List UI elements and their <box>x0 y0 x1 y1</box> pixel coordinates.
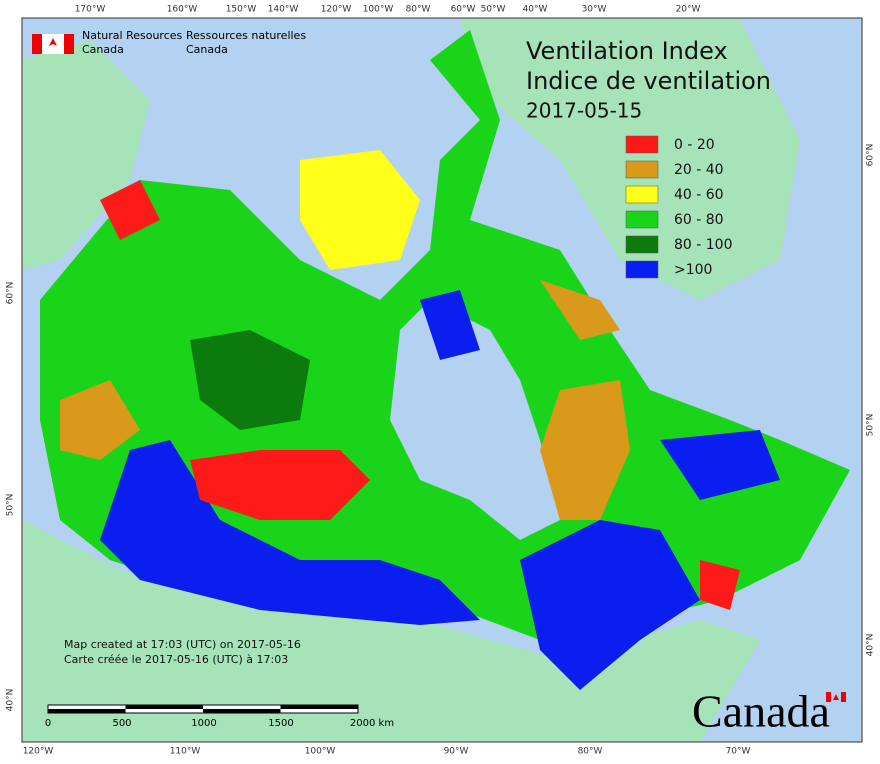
graticule-label: 70°W <box>726 747 751 757</box>
graticule-label: 100°W <box>305 747 336 757</box>
region <box>300 150 420 270</box>
legend-label: 60 - 80 <box>674 212 724 228</box>
map-note: Map created at 17:03 (UTC) on 2017-05-16 <box>64 638 301 651</box>
graticule-label: 40°N <box>6 689 16 712</box>
map-note: Carte créée le 2017-05-16 (UTC) à 17:03 <box>64 653 288 666</box>
legend-swatch <box>625 260 659 279</box>
legend-swatch <box>625 210 659 229</box>
agency-fr: Canada <box>186 43 228 56</box>
graticule-label: 60°N <box>6 282 16 305</box>
legend-swatch <box>625 135 659 154</box>
graticule-label: 90°W <box>444 747 469 757</box>
scale-seg <box>280 705 358 709</box>
legend-swatch <box>625 235 659 254</box>
graticule-label: 30°W <box>582 5 607 15</box>
agency-fr: Ressources naturelles <box>186 29 306 42</box>
nrcan-flag <box>32 34 74 54</box>
scale-label: 1000 <box>191 718 216 729</box>
flag-bar <box>826 692 831 702</box>
graticule-label: 160°W <box>167 5 198 15</box>
graticule-label: 170°W <box>75 5 106 15</box>
graticule-label: 80°W <box>578 747 603 757</box>
agency-en: Canada <box>82 43 124 56</box>
graticule-label: 50°W <box>481 5 506 15</box>
graticule-label: 60°W <box>451 5 476 15</box>
region <box>190 450 370 520</box>
legend-label: 40 - 60 <box>674 187 724 203</box>
map-body <box>22 18 862 742</box>
region <box>100 180 160 240</box>
scale-label: 500 <box>112 718 131 729</box>
legend-label: 20 - 40 <box>674 162 724 178</box>
map-title: Indice de ventilation <box>526 67 771 95</box>
wordmark: Canada <box>692 686 830 737</box>
scale-label: 2000 km <box>350 718 394 729</box>
flag-bar <box>32 34 42 54</box>
region <box>660 430 780 500</box>
graticule-label: 100°W <box>363 5 394 15</box>
scale-label: 1500 <box>268 718 293 729</box>
graticule-label: 120°W <box>321 5 352 15</box>
united-states <box>22 520 760 742</box>
region <box>700 560 740 610</box>
scale-seg <box>48 709 126 713</box>
graticule-label: 50°N <box>866 414 876 437</box>
legend-swatch <box>625 160 659 179</box>
region <box>540 280 620 340</box>
legend-swatch <box>625 185 659 204</box>
wordmark-flag <box>826 692 846 702</box>
hudson-bay <box>390 300 560 540</box>
flag-bar <box>64 34 74 54</box>
graticule-label: 40°N <box>866 634 876 657</box>
graticule-label: 150°W <box>226 5 257 15</box>
alaska-russia <box>22 40 150 270</box>
greenland <box>460 20 800 300</box>
scale-label: 0 <box>45 718 51 729</box>
agency-en: Natural Resources <box>82 29 183 42</box>
region <box>420 290 480 360</box>
flag-bar <box>841 692 846 702</box>
scale-seg <box>125 705 203 709</box>
graticule-label: 80°W <box>406 5 431 15</box>
flag-leaf <box>833 694 839 700</box>
region <box>60 380 140 460</box>
graticule-label: 120°W <box>23 747 54 757</box>
region <box>190 330 310 430</box>
graticule-label: 110°W <box>170 747 201 757</box>
map-title: 2017-05-15 <box>526 99 642 123</box>
graticule-label: 40°W <box>523 5 548 15</box>
flag-leaf <box>49 38 57 46</box>
graticule-label: 140°W <box>268 5 299 15</box>
graticule-label: 20°W <box>676 5 701 15</box>
region <box>520 520 700 690</box>
legend-label: 80 - 100 <box>674 237 733 253</box>
scale-seg <box>203 709 281 713</box>
graticule-label: 50°N <box>6 494 16 517</box>
map-frame <box>21 17 863 743</box>
graticule-label: 60°N <box>866 144 876 167</box>
region <box>540 380 630 520</box>
region <box>100 440 480 625</box>
legend-label: >100 <box>674 262 712 278</box>
legend-label: 0 - 20 <box>674 137 715 153</box>
map-title: Ventilation Index <box>526 37 728 65</box>
